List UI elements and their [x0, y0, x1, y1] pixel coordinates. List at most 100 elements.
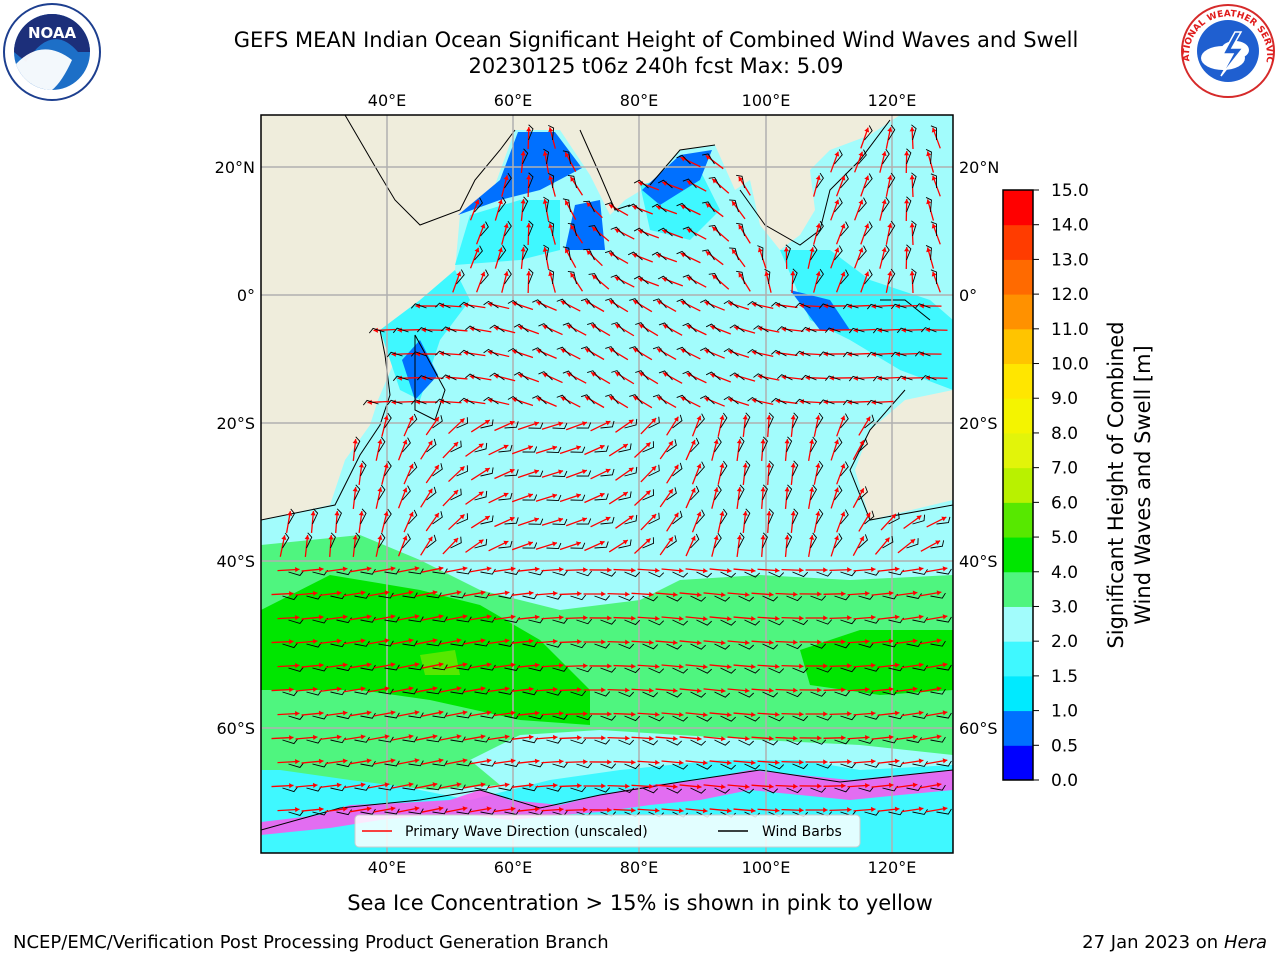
wind-barb — [392, 375, 409, 382]
wind-barb — [587, 322, 601, 333]
lon-label-bottom-120e: 120°E — [868, 858, 917, 877]
wind-barb — [408, 808, 424, 815]
wind-barb — [840, 714, 857, 721]
wave-arrow-head — [713, 487, 719, 493]
wave-arrow-head — [912, 734, 918, 740]
wave-arrow-head — [599, 492, 605, 498]
wave-arrow-head — [358, 511, 364, 516]
wind-barb — [402, 533, 411, 549]
wind-barb — [882, 196, 890, 213]
wave-arrow-head — [870, 758, 876, 765]
wind-barb — [676, 154, 691, 165]
wave-arrow-head — [864, 127, 870, 133]
wind-barb — [840, 666, 857, 673]
wave-arrow-head — [312, 734, 318, 740]
wave-arrow-head — [427, 488, 433, 494]
wind-barb — [576, 666, 593, 673]
wind-barb — [408, 568, 424, 575]
wind-barb — [538, 323, 553, 333]
wind-barb — [465, 373, 481, 381]
wind-barb — [762, 532, 768, 549]
wave-arrow-head — [577, 687, 582, 693]
wave-arrow-head — [432, 638, 438, 644]
wave-arrow-head — [295, 759, 300, 765]
wind-barb — [729, 324, 745, 333]
wind-barb — [810, 484, 818, 501]
wind-barb — [714, 595, 731, 602]
wave-arrow-head — [402, 439, 408, 445]
wave-arrow-head — [631, 759, 636, 765]
wind-barb — [676, 250, 691, 261]
wind-barb — [288, 666, 305, 672]
wind-barb — [816, 220, 824, 237]
wave-arrow-head — [942, 710, 948, 716]
wave-arrow-head — [526, 127, 532, 132]
wind-barb — [306, 532, 313, 549]
wave-arrow-head — [895, 303, 900, 309]
wind-barb — [378, 436, 386, 453]
wave-arrow-head — [742, 463, 748, 468]
wave-arrow-head — [760, 487, 766, 492]
wind-barb — [618, 595, 635, 602]
wind-barb — [567, 222, 577, 237]
wave-arrow-head — [408, 686, 414, 692]
wind-barb — [624, 514, 638, 525]
wind-barb — [648, 715, 665, 722]
wave-arrow-head — [888, 590, 894, 596]
wave-arrow-head — [881, 247, 887, 253]
wave-arrow-head — [757, 247, 763, 253]
wind-barb — [648, 512, 660, 525]
wave-arrow-head — [414, 614, 420, 620]
wind-barb — [618, 739, 635, 746]
wave-arrow-head — [809, 247, 815, 252]
wind-barb — [384, 664, 400, 671]
wind-barb — [824, 375, 841, 381]
wind-barb — [834, 485, 843, 501]
wave-arrow-head — [625, 591, 630, 597]
wind-barb — [450, 736, 466, 743]
wave-arrow-head — [645, 442, 651, 448]
wave-arrow-head — [916, 515, 922, 521]
graticule — [261, 115, 953, 853]
wave-arrow-head — [408, 415, 414, 421]
wind-barb — [840, 618, 857, 625]
wind-barb — [528, 220, 534, 237]
wind-barb — [858, 197, 867, 213]
colorbar-tick-label: 9.0 — [1051, 389, 1078, 409]
wave-arrow-head — [720, 640, 726, 646]
wind-barb — [402, 592, 418, 599]
wave-arrow-head — [859, 440, 864, 446]
wave-arrow-head — [552, 493, 558, 499]
wind-barb — [858, 534, 868, 549]
wave-arrow-head — [668, 537, 673, 542]
lat-label-left-20s: 20°S — [216, 414, 255, 433]
wave-arrow-head — [858, 151, 864, 157]
wave-arrow-head — [534, 710, 540, 716]
wave-arrow-head — [336, 686, 342, 692]
wave-arrow-head — [696, 640, 702, 646]
wind-barb — [810, 244, 818, 261]
wave-arrow-head — [607, 567, 612, 573]
wave-arrow-head — [769, 735, 774, 742]
wave-arrow-head — [360, 734, 366, 740]
wave-arrow-head — [312, 686, 318, 692]
wind-barb — [714, 691, 731, 698]
wind-barb — [288, 618, 305, 624]
colorbar-tick-label: 2.0 — [1051, 632, 1078, 652]
wave-arrow-head — [577, 639, 582, 645]
wind-barb — [700, 347, 715, 357]
wind-barb — [848, 375, 865, 382]
wind-barb — [696, 667, 713, 674]
wind-barb — [777, 374, 793, 381]
wave-arrow-head — [847, 567, 852, 573]
nws-logo-icon: NATIONAL WEATHER SERVICE — [1177, 2, 1275, 98]
wind-barb — [432, 463, 443, 477]
wind-and-wave-vectors — [271, 124, 952, 818]
wind-barb — [611, 322, 625, 333]
wave-arrow-head — [696, 511, 702, 517]
wind-barb — [690, 643, 707, 650]
wind-barb — [657, 275, 673, 285]
wind-barb — [792, 715, 809, 722]
wave-arrow-head — [847, 351, 852, 357]
wave-arrow-head — [793, 735, 798, 741]
